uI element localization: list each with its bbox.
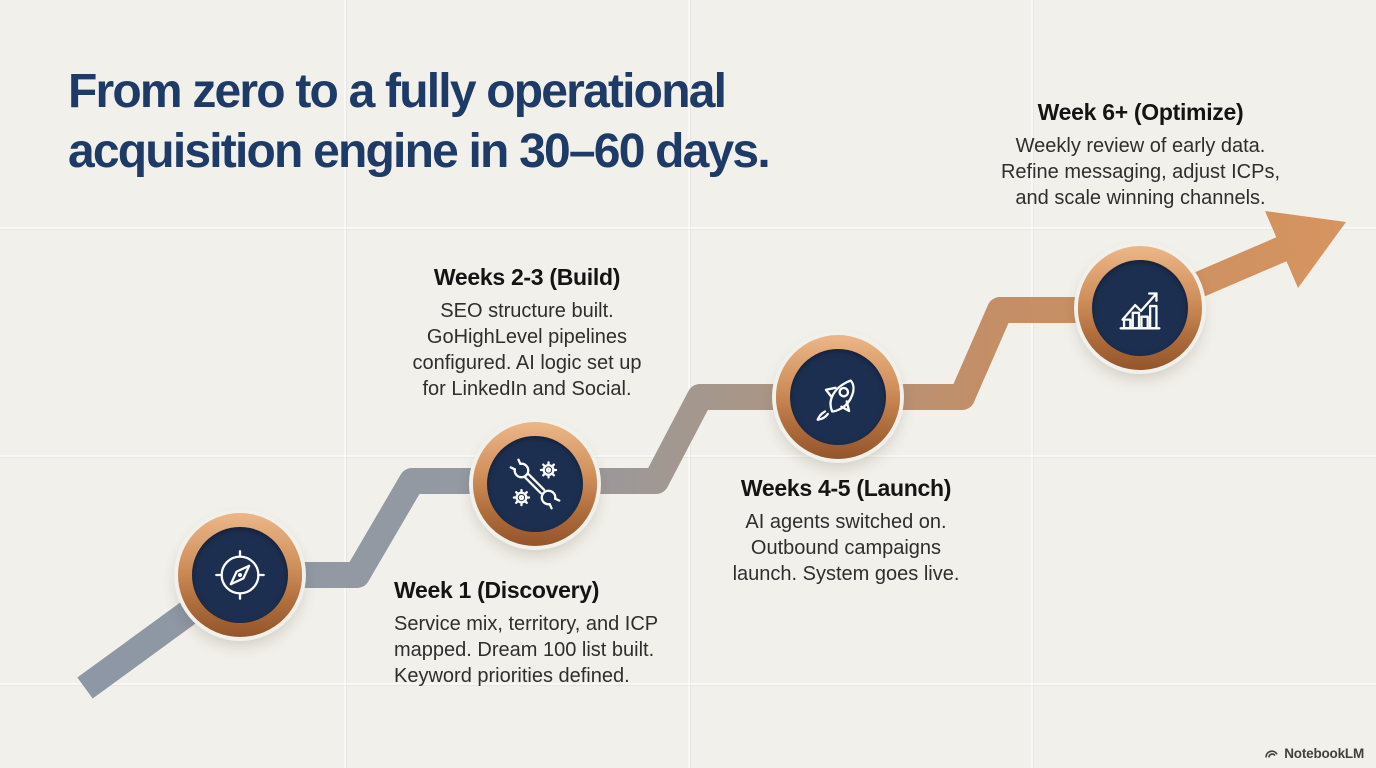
milestone-node-discovery	[178, 513, 302, 637]
milestone-heading-discovery: Week 1 (Discovery)	[394, 577, 600, 603]
milestone-label-discovery: Week 1 (Discovery) Service mix, territor…	[394, 577, 704, 689]
rocket-icon	[816, 379, 855, 421]
title-line-2: acquisition engine in 30–60 days.	[68, 125, 771, 178]
milestone-body-line: launch. System goes live.	[732, 563, 960, 585]
milestone-heading-optimize: Week 6+ (Optimize)	[1037, 99, 1244, 125]
milestone-label-optimize: Week 6+ (Optimize) Weekly review of earl…	[983, 99, 1298, 211]
milestone-node-build-inner	[487, 436, 583, 532]
notebooklm-watermark-text: NotebookLM	[1284, 746, 1364, 761]
milestone-body-line: AI agents switched on.	[745, 511, 947, 533]
milestone-body-line: and scale winning channels.	[1015, 187, 1266, 209]
milestone-body-line: for LinkedIn and Social.	[422, 378, 632, 400]
page-title: From zero to a fully operational acquisi…	[68, 62, 908, 182]
milestone-label-build: Weeks 2-3 (Build) SEO structure built. G…	[377, 264, 677, 402]
title-line-1: From zero to a fully operational	[68, 65, 727, 118]
milestone-body-line: mapped. Dream 100 list built.	[394, 639, 655, 661]
wrench-gears-icon	[509, 458, 561, 510]
milestone-body-line: SEO structure built.	[440, 300, 614, 322]
growth-chart-icon	[1119, 292, 1161, 330]
compass-icon	[215, 550, 265, 600]
milestone-body-line: Keyword priorities defined.	[394, 665, 630, 687]
milestone-node-build	[473, 422, 597, 546]
grid-line-vertical	[688, 0, 690, 768]
grid-line-horizontal	[0, 227, 1376, 229]
milestone-body-line: Refine messaging, adjust ICPs,	[1000, 161, 1281, 183]
milestone-heading-build: Weeks 2-3 (Build)	[433, 264, 621, 290]
grid-line-horizontal	[0, 455, 1376, 457]
milestone-body-line: Weekly review of early data.	[1015, 135, 1266, 157]
milestone-node-launch-inner	[790, 349, 886, 445]
grid-line-vertical	[1031, 0, 1033, 768]
milestone-body-line: Outbound campaigns	[750, 537, 942, 559]
milestone-node-launch	[776, 335, 900, 459]
notebooklm-logo-icon	[1265, 750, 1278, 758]
grid-line-horizontal	[0, 683, 1376, 685]
notebooklm-watermark: NotebookLM	[1264, 746, 1364, 761]
milestone-node-discovery-inner	[192, 527, 288, 623]
grid-line-vertical	[344, 0, 346, 768]
milestone-node-optimize-inner	[1092, 260, 1188, 356]
timeline-arrowhead	[1265, 211, 1346, 288]
milestone-body-line: GoHighLevel pipelines	[426, 326, 628, 348]
milestone-node-optimize	[1078, 246, 1202, 370]
milestone-body-line: configured. AI logic set up	[412, 352, 642, 374]
milestone-heading-launch: Weeks 4-5 (Launch)	[740, 475, 952, 501]
milestone-label-launch: Weeks 4-5 (Launch) AI agents switched on…	[701, 475, 991, 587]
milestone-body-line: Service mix, territory, and ICP	[394, 613, 659, 635]
